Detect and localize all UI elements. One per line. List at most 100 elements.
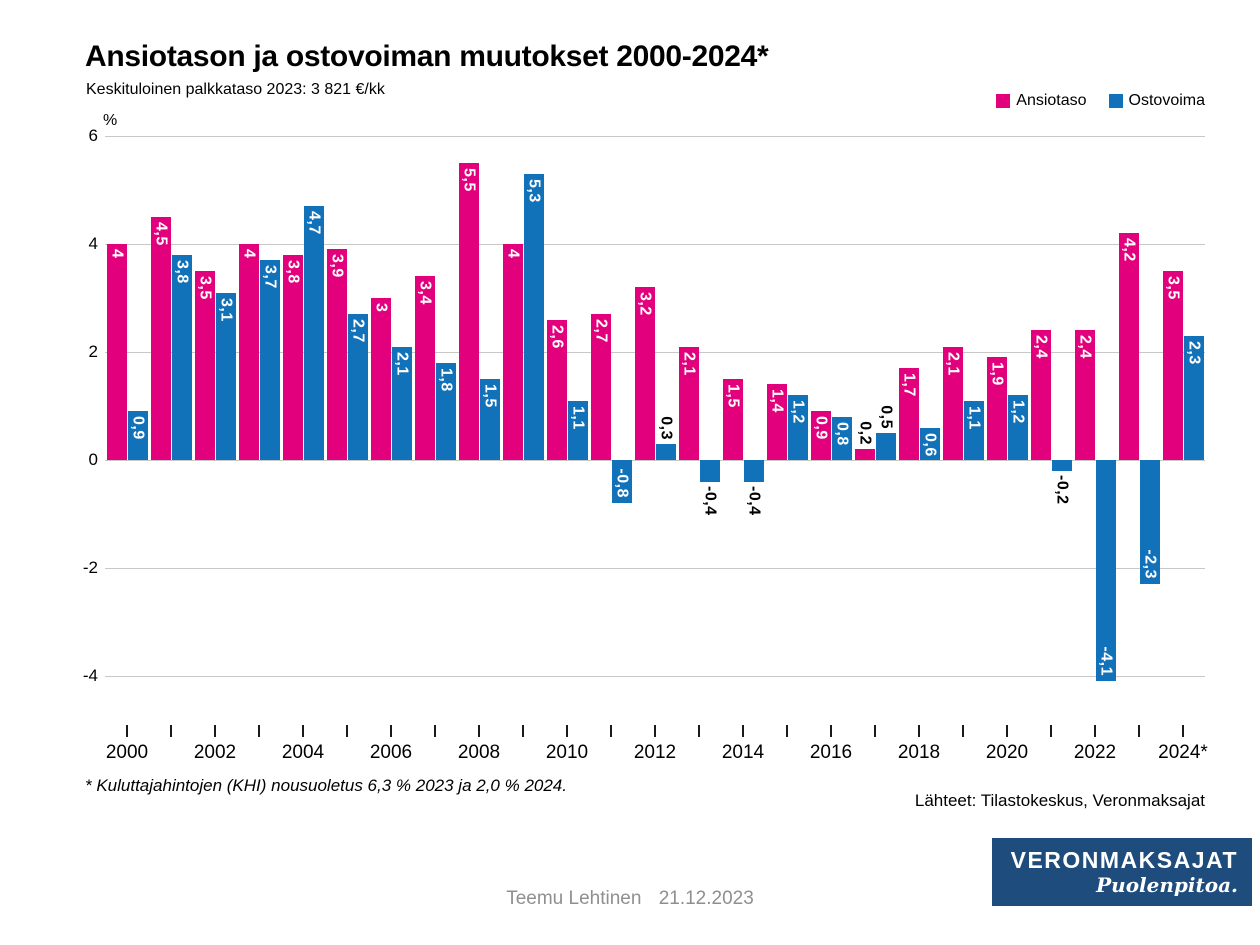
x-axis-tick-2001 <box>170 725 172 737</box>
bar-ansiotaso-2001 <box>150 217 171 460</box>
bar-value-ansiotaso-2019: 2,1 <box>944 351 962 376</box>
chart-legend: Ansiotaso Ostovoima <box>996 92 1205 110</box>
y-axis-label-4: 4 <box>88 234 98 253</box>
gridline-y-6 <box>105 136 1205 137</box>
bar-ansiotaso-2008 <box>458 163 479 460</box>
bar-value-ostovoima-2018: 0,6 <box>921 432 939 457</box>
bar-ostovoima-2013 <box>699 460 720 482</box>
x-axis-label-2022: 2022 <box>1073 742 1117 763</box>
bar-ostovoima-2003 <box>259 260 280 460</box>
gridline-y-4 <box>105 244 1205 245</box>
x-axis-tick-2021 <box>1050 725 1052 737</box>
bar-value-ansiotaso-2014: 1,5 <box>724 384 742 408</box>
ansiotaso-swatch-icon <box>996 94 1011 108</box>
bar-ansiotaso-2007 <box>414 276 435 460</box>
bar-value-ostovoima-2010: 1,1 <box>569 405 587 430</box>
x-axis-tick-2019 <box>962 725 964 737</box>
bar-ostovoima-2024 <box>1183 335 1204 460</box>
bar-value-ansiotaso-2022: 2,4 <box>1076 335 1094 360</box>
footer-date: 21.12.2023 <box>658 888 754 909</box>
bar-value-ostovoima-2003: 3,7 <box>261 265 279 289</box>
bar-ostovoima-2019 <box>963 400 984 460</box>
bar-ostovoima-2014 <box>743 460 764 482</box>
ostovoima-swatch-icon <box>1108 94 1123 108</box>
bar-ansiotaso-2018 <box>898 368 919 460</box>
legend-label-ostovoima: Ostovoima <box>1128 92 1205 109</box>
x-axis-label-2000: 2000 <box>105 742 149 763</box>
logo-wordmark: VERONMAKSAJAT <box>1010 847 1238 873</box>
bar-ostovoima-2018 <box>919 427 940 460</box>
bar-ostovoima-2000 <box>127 411 148 460</box>
bar-ansiotaso-2002 <box>194 271 215 460</box>
bar-value-ansiotaso-2011: 2,7 <box>592 319 610 343</box>
bar-value-ostovoima-2024: 2,3 <box>1185 340 1203 365</box>
bar-value-ostovoima-2019: 1,1 <box>965 405 983 430</box>
bar-ostovoima-2004 <box>303 206 324 460</box>
x-axis-tick-2005 <box>346 725 348 737</box>
bar-ostovoima-2015 <box>787 395 808 460</box>
bar-value-ansiotaso-2021: 2,4 <box>1032 335 1050 360</box>
bar-value-ansiotaso-2024: 3,5 <box>1164 276 1182 300</box>
bar-ostovoima-2008 <box>479 379 500 460</box>
bar-value-ansiotaso-2009: 4 <box>504 249 522 259</box>
bar-ansiotaso-2013 <box>678 346 699 460</box>
bar-value-ansiotaso-2006: 3 <box>372 303 390 313</box>
bar-ostovoima-2007 <box>435 362 456 460</box>
bar-value-ostovoima-2009: 5,3 <box>525 178 543 203</box>
bar-value-ostovoima-2021: -0,2 <box>1053 474 1071 505</box>
bar-ansiotaso-2012 <box>634 287 655 460</box>
bar-value-ostovoima-2007: 1,8 <box>437 367 455 392</box>
bar-ansiotaso-2019 <box>942 346 963 460</box>
y-axis-label-2: 2 <box>88 342 98 361</box>
bar-ansiotaso-2011 <box>590 314 611 460</box>
bar-ansiotaso-2016 <box>810 411 831 460</box>
x-axis-tick-2020 <box>1005 725 1009 737</box>
x-axis-tick-2003 <box>258 725 260 737</box>
bar-value-ostovoima-2002: 3,1 <box>217 297 235 322</box>
gridline-y--2 <box>105 568 1205 569</box>
x-axis-label-2014: 2014 <box>721 742 765 763</box>
bar-ostovoima-2011 <box>611 460 632 504</box>
bar-ostovoima-2001 <box>171 254 192 460</box>
bar-ansiotaso-2015 <box>766 384 787 460</box>
bar-ansiotaso-2014 <box>722 379 743 460</box>
bar-value-ansiotaso-2010: 2,6 <box>548 324 566 349</box>
bar-ansiotaso-2000 <box>106 244 127 460</box>
x-axis-tick-2016 <box>829 725 833 737</box>
bar-value-ansiotaso-2018: 1,7 <box>900 373 918 397</box>
bar-ansiotaso-2009 <box>502 244 523 460</box>
bar-value-ansiotaso-2015: 1,4 <box>768 389 786 414</box>
bar-ostovoima-2023 <box>1139 460 1160 585</box>
x-axis-tick-2022 <box>1093 725 1097 737</box>
x-axis-tick-2006 <box>389 725 393 737</box>
bar-ansiotaso-2005 <box>326 249 347 460</box>
x-axis-tick-2000 <box>125 725 129 737</box>
bar-value-ostovoima-2000: 0,9 <box>129 416 147 441</box>
bar-value-ostovoima-2001: 3,8 <box>173 259 191 284</box>
x-axis-label-2018: 2018 <box>897 742 941 763</box>
bar-ostovoima-2005 <box>347 314 368 460</box>
bar-value-ansiotaso-2005: 3,9 <box>328 254 346 279</box>
bar-value-ostovoima-2013: -0,4 <box>701 485 719 516</box>
x-axis-tick-2013 <box>698 725 700 737</box>
x-axis-tick-2002 <box>213 725 217 737</box>
bar-ostovoima-2017 <box>875 433 896 460</box>
bar-ansiotaso-2017 <box>854 449 875 460</box>
x-axis-label-2010: 2010 <box>545 742 589 763</box>
bar-ostovoima-2002 <box>215 292 236 460</box>
x-axis-label-2008: 2008 <box>457 742 501 763</box>
bar-value-ostovoima-2012: 0,3 <box>657 416 675 440</box>
x-axis-label-2012: 2012 <box>633 742 677 763</box>
bar-value-ansiotaso-2004: 3,8 <box>284 259 302 284</box>
x-axis-tick-2008 <box>477 725 481 737</box>
chart-footnote: * Kuluttajahintojen (KHI) nousuoletus 6,… <box>85 776 567 795</box>
bar-value-ostovoima-2015: 1,2 <box>789 400 807 424</box>
y-axis-label-0: 0 <box>88 450 98 469</box>
x-axis-tick-2011 <box>610 725 612 737</box>
y-axis-label-6: 6 <box>88 126 98 145</box>
bar-value-ostovoima-2022: -4,1 <box>1097 646 1115 677</box>
bar-ansiotaso-2024 <box>1162 271 1183 460</box>
bar-ostovoima-2012 <box>655 443 676 460</box>
bar-value-ostovoima-2005: 2,7 <box>349 319 367 343</box>
bar-ostovoima-2016 <box>831 416 852 460</box>
